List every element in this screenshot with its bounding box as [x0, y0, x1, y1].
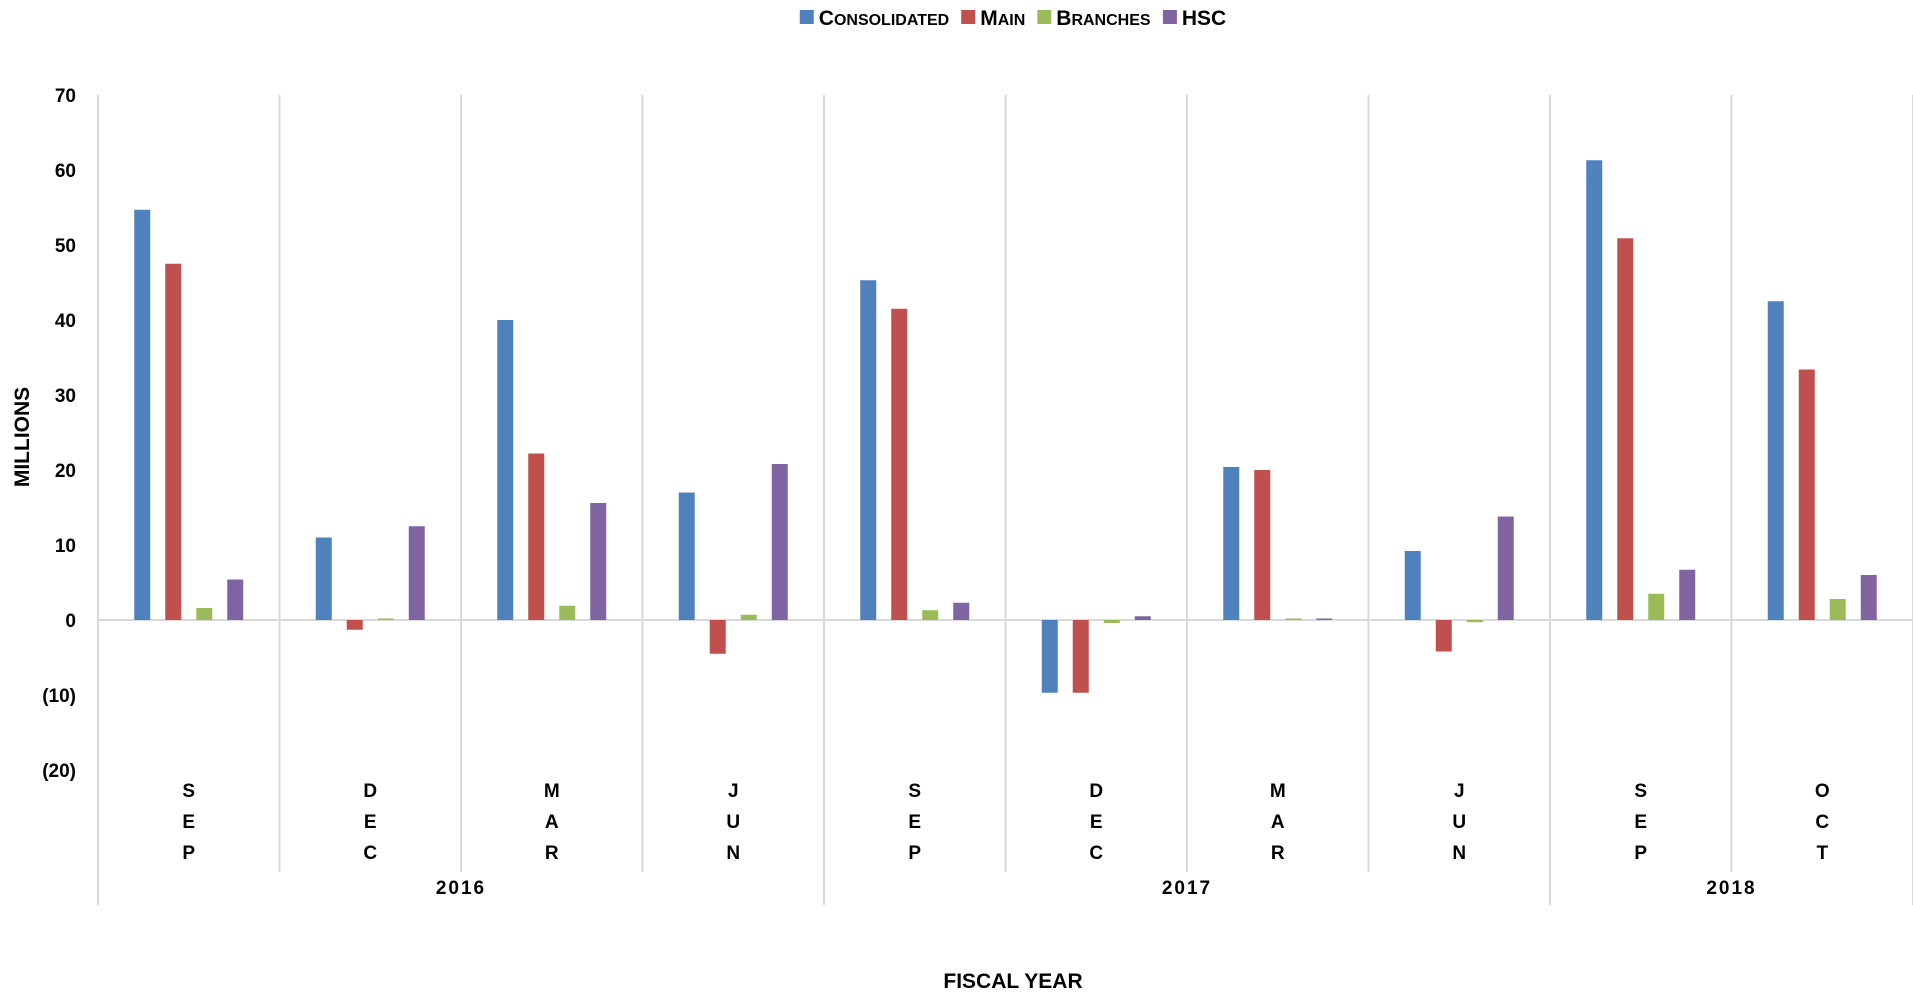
bar-consolidated [1223, 467, 1240, 620]
bar-hsc [771, 464, 788, 620]
y-tick-label: 70 [55, 86, 76, 107]
bar-consolidated [315, 537, 332, 620]
year-label: 2017 [1162, 878, 1212, 899]
year-label: 2016 [436, 878, 486, 899]
bar-consolidated [497, 320, 514, 620]
x-axis-categories: S E P D E C M A R J U N S E P D E C M A R J U N S E P O C T 2016 2017 20… [182, 781, 1829, 899]
bar-consolidated [1404, 551, 1421, 620]
bar-hsc [1679, 569, 1696, 620]
y-tick-label: 20 [55, 461, 76, 482]
bar-hsc [408, 526, 425, 620]
legend-label: BRANCHES [1056, 7, 1151, 30]
bar-branches [1466, 620, 1483, 623]
legend-swatch [1162, 10, 1177, 24]
bar-hsc [227, 579, 244, 620]
bar-branches [196, 608, 213, 620]
bar-branches [377, 618, 394, 620]
bar-main [1072, 620, 1089, 693]
bar-hsc [590, 503, 607, 620]
y-tick-label: 10 [55, 536, 76, 557]
bar-consolidated [860, 280, 877, 620]
bars [134, 160, 1877, 693]
bar-hsc [953, 602, 970, 620]
bar-consolidated [1767, 301, 1784, 620]
legend-swatch [799, 10, 814, 24]
bar-main [346, 620, 363, 630]
bar-hsc [1316, 618, 1333, 620]
legend-item: BRANCHES [1037, 7, 1151, 30]
legend-swatch [1037, 10, 1052, 24]
legend-label: HSC [1182, 7, 1226, 30]
bar-hsc [1134, 616, 1151, 620]
category-separators [97, 95, 1913, 905]
bar-main [1435, 620, 1452, 652]
bar-hsc [1860, 575, 1877, 620]
legend-item: CONSOLIDATED [799, 7, 949, 30]
legend-item: HSC [1162, 7, 1226, 30]
y-axis-ticks: 70 60 50 40 30 20 10 0 (10) (20) [42, 86, 76, 782]
bar-main [891, 308, 908, 620]
y-tick-label: 50 [55, 236, 76, 257]
legend-swatch [961, 10, 976, 24]
x-axis-title: FISCAL YEAR [943, 970, 1082, 993]
y-tick-label: (20) [42, 761, 76, 782]
bar-branches [1829, 599, 1846, 620]
legend-label: CONSOLIDATED [819, 7, 949, 30]
legend: CONSOLIDATED MAIN BRANCHES HSC [799, 7, 1226, 30]
y-tick-label: 60 [55, 161, 76, 182]
y-tick-label: 30 [55, 386, 76, 407]
bar-main [1254, 470, 1271, 620]
bar-consolidated [134, 209, 151, 620]
bar-main [709, 620, 726, 654]
legend-label: MAIN [980, 7, 1025, 30]
bar-branches [559, 605, 576, 620]
legend-item: MAIN [961, 7, 1025, 30]
bar-main [165, 263, 182, 620]
bar-branches [1103, 620, 1120, 623]
y-tick-label: 0 [65, 611, 76, 632]
year-label: 2018 [1706, 878, 1756, 899]
y-tick-label: 40 [55, 311, 76, 332]
bar-consolidated [1041, 620, 1058, 693]
bar-main [1617, 238, 1634, 620]
y-tick-label: (10) [42, 686, 76, 707]
bar-consolidated [1586, 160, 1603, 620]
y-axis-title: MILLIONS [11, 387, 34, 487]
bar-main [528, 453, 545, 620]
bar-consolidated [678, 492, 695, 620]
bar-branches [1285, 618, 1302, 620]
bar-branches [740, 614, 757, 620]
bar-branches [922, 610, 939, 620]
bar-hsc [1497, 516, 1514, 620]
bar-branches [1648, 593, 1665, 620]
bar-main [1798, 369, 1815, 620]
